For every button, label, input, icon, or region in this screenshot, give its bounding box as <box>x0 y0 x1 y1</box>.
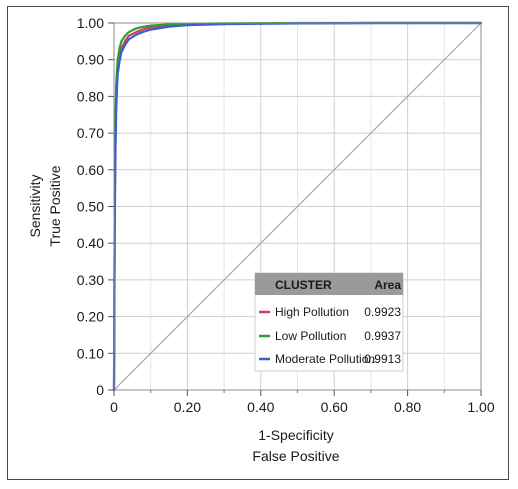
legend-area-high-pollution: 0.9923 <box>364 305 401 319</box>
legend: CLUSTER Area High Pollution 0.9923 Low P… <box>254 272 404 372</box>
y-tick-label: 0.50 <box>77 199 104 215</box>
x-tick-label: 0.40 <box>247 399 274 415</box>
legend-area-low-pollution: 0.9937 <box>364 329 401 343</box>
y-axis-title-line-2: True Positive <box>47 165 63 246</box>
x-tick-label: 0.20 <box>174 399 201 415</box>
y-tick-label: 0.60 <box>77 162 104 178</box>
y-tick-label: 0.70 <box>77 125 104 141</box>
y-tick-label: 0.20 <box>77 309 104 325</box>
x-axis-title-line-1: 1-Specificity <box>258 427 333 443</box>
legend-header-cluster: CLUSTER <box>275 278 332 292</box>
y-tick-label: 0.40 <box>77 235 104 251</box>
y-tick-label: 0.30 <box>77 272 104 288</box>
legend-header-area: Area <box>374 278 401 292</box>
y-tick-label: 0.10 <box>77 345 104 361</box>
y-tick-label: 0.80 <box>77 88 104 104</box>
x-tick-label: 0.60 <box>321 399 348 415</box>
x-tick-label: 0.80 <box>394 399 421 415</box>
x-axis-ticks: 0 0.20 0.40 0.60 0.80 1.00 <box>110 390 495 415</box>
y-axis-ticks: 0 0.10 0.20 0.30 0.40 0.50 0.60 0.70 0.80 0.90 1.0… <box>77 15 114 398</box>
y-tick-label: 1.00 <box>77 15 104 31</box>
legend-label-low-pollution: Low Pollution <box>275 329 346 343</box>
y-axis-title-line-1: Sensitivity <box>27 174 43 237</box>
legend-area-moderate-pollution: 0.9913 <box>364 352 401 366</box>
y-tick-label: 0 <box>96 382 104 398</box>
x-tick-label: 0 <box>110 399 118 415</box>
legend-label-moderate-pollution: Moderate Pollution <box>275 352 375 366</box>
legend-header-bar <box>255 273 403 295</box>
diagonal-reference-line <box>113 22 482 391</box>
y-tick-label: 0.90 <box>77 52 104 68</box>
x-tick-label: 1.00 <box>467 399 494 415</box>
roc-curve-moderate-pollution <box>112 21 483 392</box>
legend-label-high-pollution: High Pollution <box>275 305 349 319</box>
x-axis-title-line-2: False Positive <box>252 448 339 464</box>
